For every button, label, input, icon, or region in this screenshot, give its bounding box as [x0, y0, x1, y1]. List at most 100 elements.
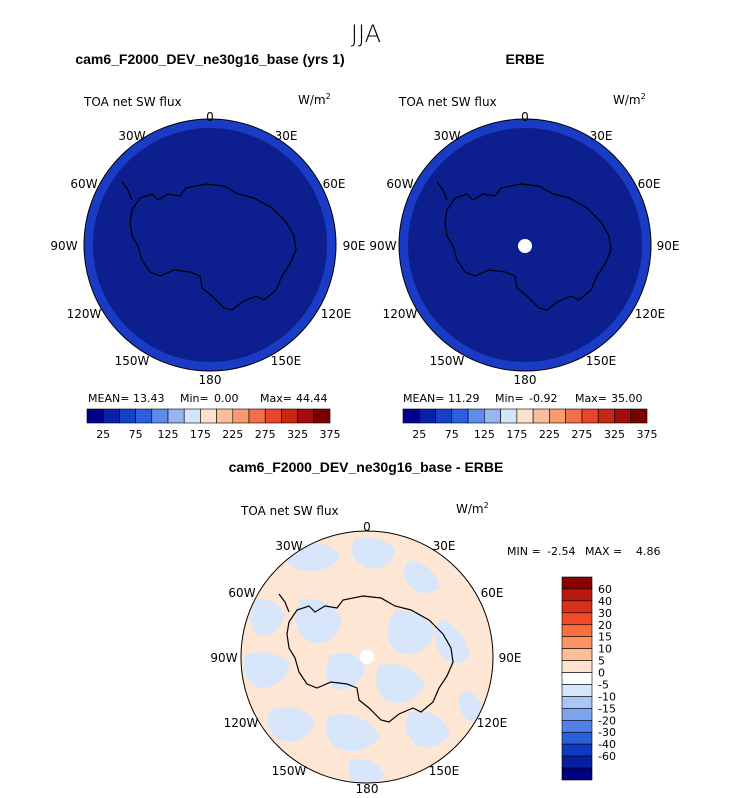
- colorbar-box: [200, 408, 217, 424]
- lon-label: 30E: [590, 129, 613, 143]
- variable-label: TOA net SW flux: [240, 504, 339, 518]
- colorbar-tick-label: 0: [598, 667, 605, 680]
- colorbar-box: [561, 755, 593, 769]
- negative-patches: [244, 536, 485, 783]
- colorbar-box: [402, 408, 420, 424]
- colorbar-tick-label: 375: [320, 428, 341, 441]
- colorbar-box: [561, 660, 593, 673]
- lon-label: 150W: [430, 354, 465, 368]
- antarctica-coastline: [121, 181, 297, 311]
- max-value: 35.00: [611, 392, 643, 405]
- colorbar-tick-label: 15: [598, 631, 612, 644]
- colorbar-box: [451, 408, 469, 424]
- lon-label: 120W: [224, 716, 259, 730]
- lon-label: 150W: [115, 354, 150, 368]
- colorbar: [86, 408, 331, 424]
- polar-map: [83, 118, 337, 372]
- colorbar-tick-label: -60: [598, 750, 616, 763]
- colorbar-tick-label: 325: [287, 428, 308, 441]
- panel-diff: cam6_F2000_DEV_ne30g16_base - ERBE TOA n…: [210, 459, 660, 796]
- min-label: MIN =: [507, 545, 541, 558]
- colorbar-box: [561, 648, 593, 661]
- colorbar-box: [561, 731, 593, 745]
- colorbar-tick-label: 225: [539, 428, 560, 441]
- colorbar-tick-label: 175: [506, 428, 527, 441]
- variable-label: TOA net SW flux: [398, 95, 497, 109]
- lon-label: 150E: [429, 764, 460, 778]
- lon-label: 60E: [638, 177, 661, 191]
- lon-label: 180: [356, 782, 379, 796]
- colorbar-tick-label: 75: [445, 428, 459, 441]
- colorbar-tick-label: 10: [598, 643, 612, 656]
- pole-hole: [360, 650, 374, 664]
- units-label: W/m2: [298, 92, 331, 107]
- colorbar-tick-label: -10: [598, 690, 616, 703]
- colorbar-box: [561, 684, 593, 697]
- colorbar-box: [167, 408, 185, 424]
- lon-label: 0: [363, 520, 371, 534]
- colorbar-tick-label: 25: [412, 428, 426, 441]
- colorbar-box: [597, 408, 615, 424]
- colorbar-tick-label: 375: [637, 428, 658, 441]
- colorbar-box: [561, 600, 593, 614]
- colorbar-box: [561, 672, 593, 685]
- colorbar-box: [102, 408, 120, 424]
- colorbar-box: [232, 408, 250, 424]
- polar-map: [240, 530, 494, 784]
- lon-label: 90E: [343, 239, 366, 253]
- lon-label: 120W: [67, 307, 102, 321]
- map-border: [240, 530, 494, 784]
- lon-label: 60E: [481, 586, 504, 600]
- colorbar-box: [561, 624, 593, 638]
- lon-label: 30E: [275, 129, 298, 143]
- colorbar-box: [561, 612, 593, 626]
- ocean-field: [93, 128, 327, 362]
- lon-label: 150E: [271, 354, 302, 368]
- units-label: W/m2: [613, 92, 646, 107]
- colorbar-box: [516, 408, 534, 424]
- lon-label: 0: [206, 110, 214, 124]
- colorbar-box: [581, 408, 599, 424]
- colorbar-box: [549, 408, 566, 424]
- colorbar-box: [151, 408, 169, 424]
- colorbar-tick-label: 125: [158, 428, 179, 441]
- map-border: [83, 118, 337, 372]
- pole-hole: [518, 239, 532, 253]
- colorbar-box: [561, 708, 593, 721]
- colorbar-box: [561, 636, 593, 649]
- antarctica-coastline: [436, 181, 612, 311]
- panel-title: cam6_F2000_DEV_ne30g16_base (yrs 1): [75, 51, 344, 67]
- colorbar: [402, 408, 648, 424]
- panel-obs: ERBE TOA net SW flux W/m2 0 30E 60E 90E …: [369, 51, 679, 441]
- colorbar-tick-label: 325: [604, 428, 625, 441]
- max-value: 4.86: [636, 545, 661, 558]
- colorbar-box: [500, 408, 518, 424]
- colorbar-tick-label: 25: [96, 428, 110, 441]
- antarctica-coastline: [278, 593, 454, 723]
- lon-label: 180: [199, 373, 222, 387]
- colorbar-tick-label: -20: [598, 714, 616, 727]
- colorbar-box: [565, 408, 583, 424]
- colorbar-box: [561, 588, 593, 602]
- max-label: Max=: [575, 392, 607, 405]
- colorbar-box: [484, 408, 501, 424]
- colorbar-tick-label: 30: [598, 607, 612, 620]
- lon-label: 120E: [477, 716, 508, 730]
- min-value: -2.54: [547, 545, 575, 558]
- colorbar-box: [264, 408, 282, 424]
- colorbar-box: [561, 576, 593, 590]
- panel-title: cam6_F2000_DEV_ne30g16_base - ERBE: [229, 459, 504, 475]
- polar-map: [398, 118, 652, 372]
- lon-label: 90W: [50, 239, 77, 253]
- colorbar-box: [418, 408, 436, 424]
- mean-label: MEAN=: [88, 392, 129, 405]
- colorbar-ticks: 25 75 125 175 225 275 325 375: [96, 428, 340, 441]
- lon-label: 30W: [118, 129, 145, 143]
- lon-label: 120E: [635, 307, 666, 321]
- colorbar-ticks: 25 75 125 175 225 275 325 375: [412, 428, 657, 441]
- colorbar-box: [561, 719, 593, 733]
- mean-value: 13.43: [133, 392, 165, 405]
- mean-label: MEAN=: [403, 392, 444, 405]
- lon-label: 0: [521, 110, 529, 124]
